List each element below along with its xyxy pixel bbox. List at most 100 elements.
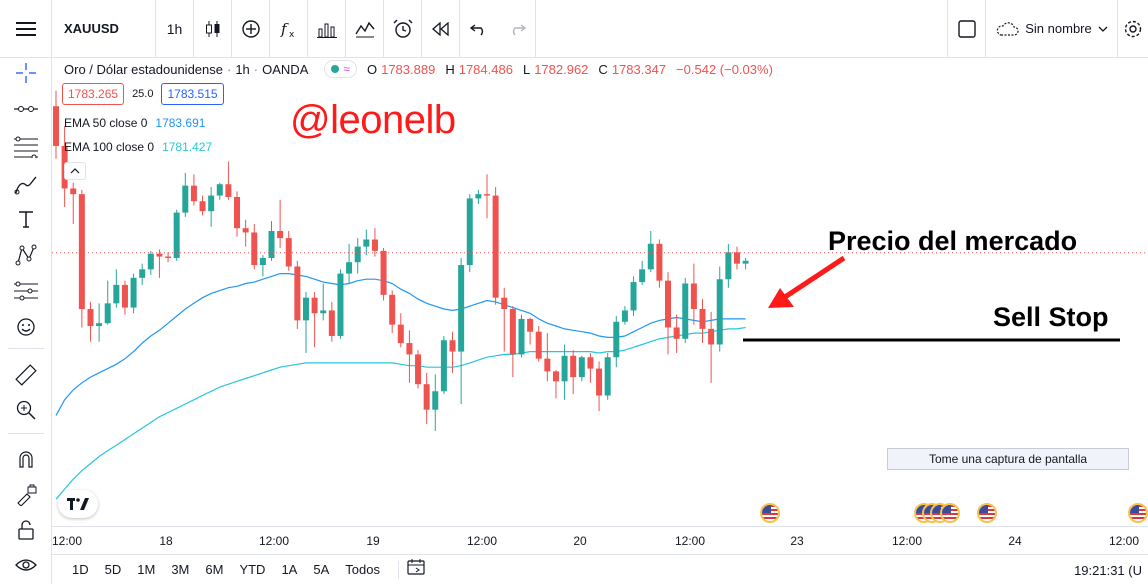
range-button-5a[interactable]: 5A	[313, 562, 330, 577]
sell-button[interactable]: 1783.265	[62, 83, 125, 105]
chart-pane[interactable]	[52, 58, 1148, 526]
time-axis-tick: 12:00	[674, 534, 706, 548]
candle-body	[173, 212, 180, 258]
range-button-all[interactable]: Todos	[345, 562, 380, 577]
candle	[139, 263, 146, 285]
collapse-legend-button[interactable]	[64, 162, 86, 180]
templates-button[interactable]	[308, 0, 346, 58]
candle-body	[587, 357, 594, 369]
time-axis[interactable]: 12:00 18 12:00 19 12:00 20 12:00 23 12:00 24 12:00	[52, 526, 1148, 554]
candle	[423, 372, 430, 424]
bottom-divider	[397, 560, 399, 579]
time-axis-tick: 23	[790, 534, 804, 548]
crosshair-tool[interactable]	[0, 58, 52, 88]
trend-line-tool[interactable]	[0, 94, 52, 124]
layout-button[interactable]	[948, 0, 986, 58]
tradingview-logo[interactable]	[58, 490, 98, 518]
go-to-date-button[interactable]	[407, 559, 425, 580]
candle-body	[501, 297, 508, 310]
economic-event-flag-icon[interactable]	[977, 503, 997, 523]
candle	[716, 266, 723, 352]
candle-body	[208, 195, 215, 212]
candle	[742, 257, 749, 270]
candle-body	[596, 368, 603, 396]
range-button-6m[interactable]: 6M	[205, 562, 224, 577]
cloud-icon	[997, 21, 1019, 36]
change-value: −0.542 (−0.03%)	[676, 61, 773, 77]
candle-body	[156, 253, 163, 257]
candle-body	[380, 250, 387, 295]
candle-body	[682, 283, 689, 339]
candle-body	[527, 318, 534, 332]
candle	[337, 269, 344, 339]
fib-tool[interactable]	[0, 132, 52, 162]
price-chart[interactable]	[52, 58, 1148, 526]
candle-body	[561, 355, 568, 382]
candle	[70, 182, 77, 224]
range-button-1d[interactable]: 1D	[72, 562, 89, 577]
stay-in-drawing-tool[interactable]	[0, 480, 52, 510]
zoom-tool[interactable]	[0, 395, 52, 425]
calendar-icon	[407, 559, 425, 575]
lock-tool[interactable]	[0, 515, 52, 545]
candle-body	[234, 196, 241, 229]
economic-event-flag-icon[interactable]	[760, 503, 780, 523]
candle-body	[621, 310, 628, 322]
prediction-tool[interactable]	[0, 276, 52, 306]
candle	[199, 195, 206, 216]
chart-type-button[interactable]	[346, 0, 384, 58]
candle-body	[320, 310, 327, 314]
ema50-legend[interactable]: EMA 50 close 0 1783.691	[64, 116, 205, 130]
economic-event-flag-icon[interactable]	[940, 503, 960, 523]
candle-body	[96, 323, 103, 327]
candle-body	[415, 354, 422, 385]
market-status-badge[interactable]: ≈	[324, 60, 357, 78]
symbol-search-button[interactable]: XAUUSD	[52, 0, 156, 58]
range-button-1m[interactable]: 1M	[137, 562, 156, 577]
emoji-tool[interactable]	[0, 312, 52, 342]
settings-button[interactable]	[1118, 0, 1148, 58]
eye-icon	[15, 559, 37, 571]
chart-style-button[interactable]	[194, 0, 232, 58]
brush-tool[interactable]	[0, 170, 52, 200]
range-button-ytd[interactable]: YTD	[239, 562, 266, 577]
economic-event-flag-icon[interactable]	[1128, 503, 1148, 523]
candle	[234, 191, 241, 237]
ema100-legend[interactable]: EMA 100 close 0 1781.427	[64, 140, 212, 154]
candle-body	[259, 257, 266, 266]
undo-button[interactable]	[460, 0, 498, 58]
range-button-1a[interactable]: 1A	[281, 562, 298, 577]
candle-body	[165, 256, 172, 258]
candle-body	[492, 195, 499, 298]
legend-separator: ·	[226, 61, 232, 77]
compare-symbol-button[interactable]	[232, 0, 270, 58]
range-button-3m[interactable]: 3M	[171, 562, 190, 577]
magnet-tool[interactable]	[0, 444, 52, 474]
toolbar-spacer	[536, 0, 948, 58]
pattern-tool[interactable]	[0, 240, 52, 270]
text-tool[interactable]	[0, 204, 52, 234]
candle-body	[570, 355, 577, 378]
candle-body	[509, 309, 516, 355]
candle	[535, 326, 542, 362]
replay-button[interactable]	[422, 0, 460, 58]
chart-type-icon	[354, 21, 375, 37]
buy-button[interactable]: 1783.515	[161, 83, 224, 105]
brush-icon	[14, 176, 37, 195]
candle-body	[130, 277, 137, 308]
legend-interval: 1h	[235, 61, 250, 77]
visibility-tool[interactable]	[0, 550, 52, 580]
candle-body	[294, 266, 301, 321]
measure-tool[interactable]	[0, 360, 52, 390]
create-alert-button[interactable]	[384, 0, 422, 58]
layout-name-button[interactable]: Sin nombre	[986, 0, 1118, 58]
range-button-5d[interactable]: 5D	[104, 562, 122, 577]
sell-stop-annotation: Sell Stop	[993, 302, 1109, 332]
redo-button[interactable]	[498, 0, 536, 58]
timezone-clock[interactable]: 19:21:31 (U	[1074, 563, 1142, 578]
main-menu-button[interactable]	[0, 0, 52, 58]
interval-button[interactable]: 1h	[156, 0, 194, 58]
candle-body	[363, 239, 370, 247]
